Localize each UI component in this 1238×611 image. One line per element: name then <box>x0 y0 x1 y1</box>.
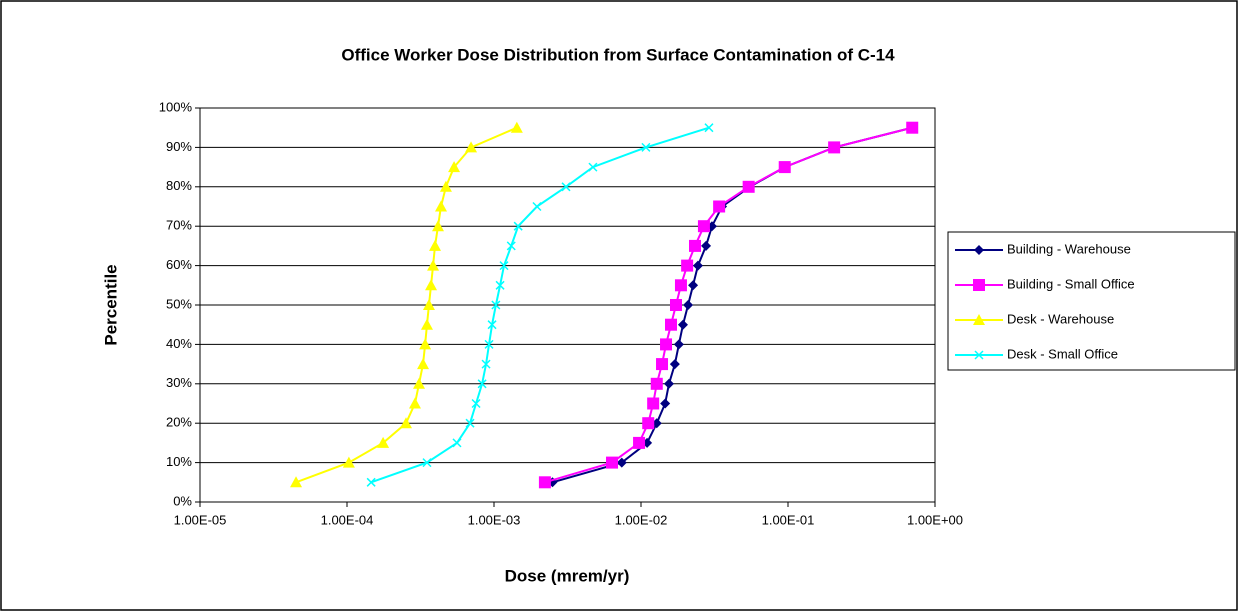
legend-box <box>947 231 1236 371</box>
data-point <box>538 476 551 489</box>
data-point <box>651 418 662 429</box>
data-point <box>561 182 571 192</box>
data-point <box>663 378 674 389</box>
data-point <box>481 359 491 369</box>
data-point <box>704 123 714 133</box>
data-point <box>697 220 710 233</box>
y-tick-label: 10% <box>166 454 192 469</box>
data-point <box>701 240 712 251</box>
legend-text: Desk - Small Office <box>1007 346 1118 361</box>
data-point <box>683 300 694 310</box>
data-point <box>713 200 726 213</box>
y-axis-label: Percentile <box>101 264 120 345</box>
data-point <box>477 379 487 389</box>
data-point <box>681 259 694 272</box>
legend-marker <box>973 314 985 325</box>
legend-marker <box>973 279 985 291</box>
data-point <box>510 121 523 133</box>
x-tick-label: 1.00E-01 <box>762 512 815 527</box>
data-point <box>665 318 678 331</box>
data-point <box>419 338 432 350</box>
y-tick-label: 80% <box>166 178 192 193</box>
x-tick-label: 1.00E-05 <box>174 512 227 527</box>
legend-marker <box>974 350 984 360</box>
data-point <box>642 417 655 430</box>
data-point <box>742 180 755 193</box>
legend-text: Desk - Warehouse <box>1007 311 1114 326</box>
data-point <box>413 377 426 389</box>
data-point <box>435 200 448 212</box>
data-point <box>677 319 688 330</box>
data-point <box>506 241 516 251</box>
data-point <box>660 338 673 351</box>
data-point <box>669 299 682 311</box>
data-point <box>377 436 390 448</box>
data-point <box>417 358 430 370</box>
data-point <box>420 318 433 330</box>
data-point <box>689 239 702 252</box>
x-tick-label: 1.00E-02 <box>615 512 668 527</box>
data-point <box>400 417 413 429</box>
data-point <box>425 279 438 291</box>
y-tick-label: 20% <box>166 415 192 430</box>
y-tick-label: 100% <box>159 99 193 114</box>
data-point <box>432 220 445 232</box>
data-point <box>641 142 651 152</box>
data-point <box>290 476 303 488</box>
data-point <box>465 141 478 153</box>
y-tick-label: 40% <box>166 336 192 351</box>
data-point <box>408 397 421 409</box>
data-point <box>366 477 376 487</box>
data-point <box>513 221 523 231</box>
data-point <box>429 239 442 251</box>
data-point <box>448 161 461 173</box>
data-point <box>660 398 671 409</box>
y-tick-label: 50% <box>166 296 192 311</box>
plot-border <box>199 107 936 503</box>
data-point <box>532 201 542 212</box>
data-point <box>439 180 452 192</box>
data-point <box>491 300 501 310</box>
x-tick-label: 1.00E+00 <box>907 512 963 527</box>
data-point <box>422 458 432 468</box>
data-point <box>650 377 663 390</box>
data-point <box>606 456 619 469</box>
y-tick-label: 0% <box>173 493 192 508</box>
y-tick-label: 90% <box>166 139 192 154</box>
x-tick-label: 1.00E-03 <box>468 512 521 527</box>
data-point <box>487 320 497 330</box>
y-tick-label: 30% <box>166 375 192 390</box>
x-tick-label: 1.00E-04 <box>321 512 374 527</box>
data-point <box>484 339 494 349</box>
data-point <box>633 436 646 449</box>
data-point <box>616 457 627 468</box>
data-point <box>342 456 355 468</box>
data-point <box>688 280 699 291</box>
data-point <box>452 438 462 448</box>
legend-text: Building - Warehouse <box>1007 241 1131 256</box>
data-point <box>674 279 687 292</box>
data-point <box>692 260 703 271</box>
chart-title: Office Worker Dose Distribution from Sur… <box>341 45 895 64</box>
data-point <box>778 161 791 174</box>
data-point <box>647 397 660 410</box>
legend-marker <box>974 245 984 255</box>
y-tick-label: 70% <box>166 218 192 233</box>
legend-text: Building - Small Office <box>1007 276 1135 291</box>
data-point <box>495 280 505 290</box>
data-point <box>588 162 598 172</box>
data-point <box>906 121 919 134</box>
data-point <box>465 418 475 428</box>
data-point <box>427 259 440 271</box>
data-point <box>673 339 684 350</box>
data-point <box>656 358 669 371</box>
data-point <box>828 141 841 154</box>
data-point <box>669 359 680 370</box>
data-point <box>471 398 481 409</box>
data-point <box>422 299 435 310</box>
data-point <box>499 261 509 271</box>
x-axis-label: Dose (mrem/yr) <box>505 566 630 585</box>
y-tick-label: 60% <box>166 257 192 272</box>
